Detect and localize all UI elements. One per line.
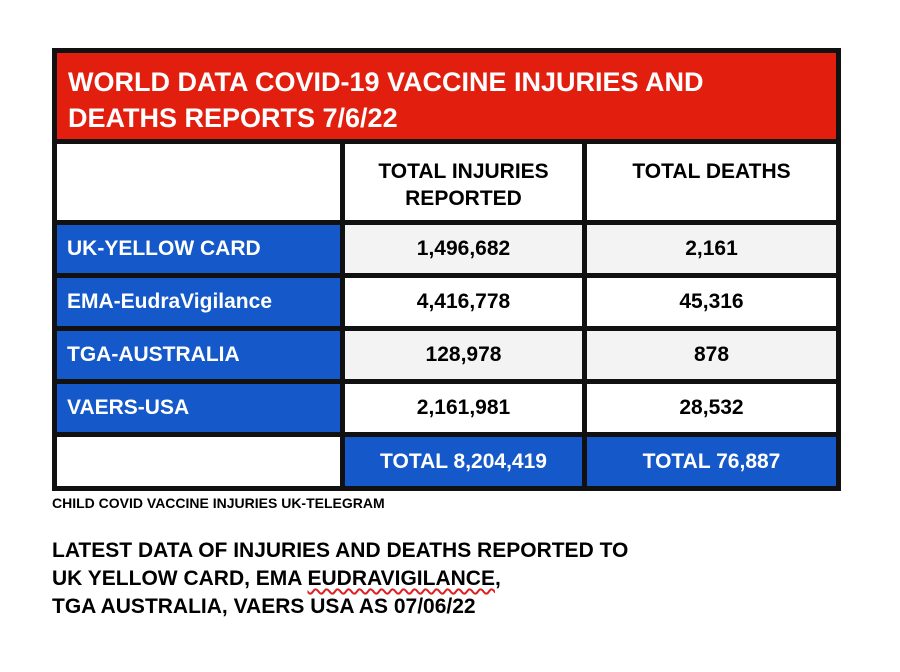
header-total-injuries: TOTAL INJURIES REPORTED [345,144,582,220]
table-title: WORLD DATA COVID-19 VACCINE INJURIES AND… [57,53,836,139]
spellcheck-flagged-word: EUDRAVIGILANCE [307,567,495,590]
totals-empty-cell [57,437,340,486]
row-deaths-ema-eudravigilance: 45,316 [587,278,836,326]
description-line2: UK YELLOW CARD, EMA EUDRAVIGILANCE, [52,565,628,593]
description-text: LATEST DATA OF INJURIES AND DEATHS REPOR… [52,537,628,621]
row-deaths-vaers-usa: 28,532 [587,384,836,432]
row-label-uk-yellow-card: UK-YELLOW CARD [57,225,340,273]
header-total-deaths: TOTAL DEATHS [587,144,836,220]
header-total-injuries-line1: TOTAL INJURIES [378,160,549,183]
source-caption: CHILD COVID VACCINE INJURIES UK-TELEGRAM [52,495,385,511]
row-deaths-tga-australia: 878 [587,331,836,379]
row-label-tga-australia: TGA-AUSTRALIA [57,331,340,379]
row-injuries-vaers-usa: 2,161,981 [345,384,582,432]
header-empty-cell [57,144,340,220]
total-injuries-cell: TOTAL 8,204,419 [345,437,582,486]
row-label-vaers-usa: VAERS-USA [57,384,340,432]
table-title-line2: DEATHS REPORTS 7/6/22 [68,103,398,133]
row-injuries-uk-yellow-card: 1,496,682 [345,225,582,273]
total-deaths-cell: TOTAL 76,887 [587,437,836,486]
row-label-ema-eudravigilance: EMA-EudraVigilance [57,278,340,326]
description-line2-suffix: , [494,567,501,590]
row-injuries-tga-australia: 128,978 [345,331,582,379]
description-line2-prefix: UK YELLOW CARD, EMA [52,567,308,590]
row-deaths-uk-yellow-card: 2,161 [587,225,836,273]
data-table: WORLD DATA COVID-19 VACCINE INJURIES AND… [52,48,841,491]
header-total-injuries-line2: REPORTED [405,187,522,210]
row-injuries-ema-eudravigilance: 4,416,778 [345,278,582,326]
description-line1: LATEST DATA OF INJURIES AND DEATHS REPOR… [52,539,629,562]
table-title-line1: WORLD DATA COVID-19 VACCINE INJURIES AND [68,67,704,97]
description-line3: TGA AUSTRALIA, VAERS USA AS 07/06/22 [52,595,476,618]
